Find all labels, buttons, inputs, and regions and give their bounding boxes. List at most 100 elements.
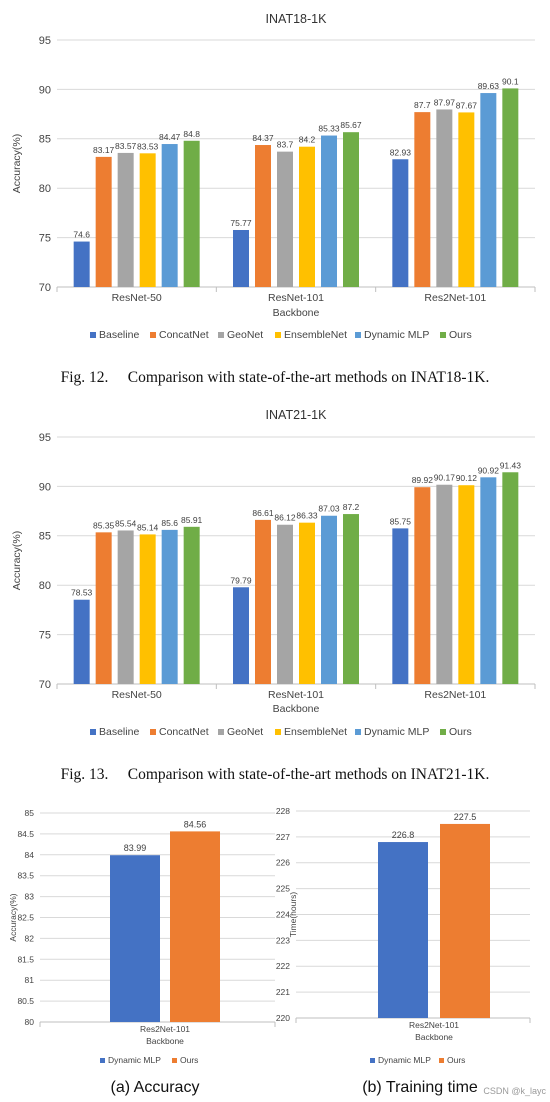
chart4-data-label: 226.8 xyxy=(392,830,415,840)
chart1-bar-dynamic-mlp xyxy=(161,144,178,287)
chart2-bar-dynamic-mlp xyxy=(321,515,337,684)
chart4-legend-label: Ours xyxy=(447,1055,465,1065)
chart2-legend-swatch xyxy=(150,729,156,735)
chart4-y-tick-label: 223 xyxy=(276,935,290,945)
chart2-legend-swatch xyxy=(90,729,96,735)
chart2-bar-concatnet xyxy=(255,519,271,684)
chart1-bar-dynamic-mlp xyxy=(480,93,497,287)
chart1-bar-geonet xyxy=(117,152,134,287)
chart1-legend-label: ConcatNet xyxy=(159,329,209,341)
chart2-legend-label: Baseline xyxy=(99,726,139,738)
chart1-y-tick-label: 85 xyxy=(39,134,51,146)
chart1-data-label: 85.67 xyxy=(340,120,362,130)
chart1-data-label: 84.37 xyxy=(252,133,274,143)
chart2-data-label: 85.35 xyxy=(93,520,115,530)
chart1-data-label: 87.67 xyxy=(456,100,478,110)
chart1-data-label: 74.6 xyxy=(73,230,90,240)
chart2-legend-label: GeoNet xyxy=(227,726,263,738)
chart2-x-axis-label: Backbone xyxy=(273,703,320,715)
chart1-data-label: 83.7 xyxy=(277,140,294,150)
chart3-bar-dynamic-mlp xyxy=(110,855,160,1022)
chart3-y-tick-label: 85 xyxy=(25,808,35,818)
chart1-bar-ours xyxy=(502,88,519,287)
chart4-y-tick-label: 221 xyxy=(276,987,290,997)
chart2-data-label: 90.92 xyxy=(478,465,500,475)
chart1-bar-ours xyxy=(343,132,359,287)
chart1-data-label: 87.97 xyxy=(434,97,456,107)
chart1-bar-baseline xyxy=(233,229,249,287)
chart2-legend-label: Dynamic MLP xyxy=(364,726,429,738)
chart3-y-tick-label: 80 xyxy=(25,1017,35,1027)
chart2-data-label: 85.91 xyxy=(181,515,203,525)
chart1-bar-concatnet xyxy=(255,145,271,287)
chart4-x-axis-label: Backbone xyxy=(415,1032,453,1042)
chart3-y-tick-label: 82 xyxy=(25,933,35,943)
chart4-legend-swatch xyxy=(370,1058,375,1063)
chart3-category-label: Res2Net-101 xyxy=(140,1024,190,1034)
chart2-legend-label: Ours xyxy=(449,726,472,738)
chart2-bar-dynamic-mlp xyxy=(161,529,178,684)
chart2-bar-concatnet xyxy=(95,532,112,684)
chart2-data-label: 91.43 xyxy=(500,460,522,470)
chart3-data-label: 83.99 xyxy=(124,843,147,853)
chart2-legend-swatch xyxy=(275,729,281,735)
chart1-category-label: ResNet-101 xyxy=(268,292,324,304)
chart2-bar-baseline xyxy=(233,587,249,684)
chart2-bar-ensemblenet xyxy=(139,534,156,684)
chart1-bar-ours xyxy=(183,140,200,287)
chart2-legend-label: EnsembleNet xyxy=(284,726,347,738)
chart1-y-tick-label: 70 xyxy=(39,282,51,294)
chart2-title: INAT21-1K xyxy=(266,408,328,422)
chart3-x-axis-label: Backbone xyxy=(146,1036,184,1046)
chart1-data-label: 75.77 xyxy=(230,218,252,228)
chart1-y-tick-label: 90 xyxy=(39,84,51,96)
chart2-bar-geonet xyxy=(277,524,293,684)
chart1-category-label: Res2Net-101 xyxy=(424,292,486,304)
chart3-legend-label: Dynamic MLP xyxy=(108,1055,161,1065)
chart2-data-label: 87.2 xyxy=(343,502,360,512)
chart2-data-label: 85.54 xyxy=(115,518,137,528)
chart4-category-label: Res2Net-101 xyxy=(409,1020,459,1030)
chart2-legend-label: ConcatNet xyxy=(159,726,209,738)
chart2-legend-swatch xyxy=(218,729,224,735)
chart3-y-tick-label: 81 xyxy=(25,975,35,985)
chart2-category-label: ResNet-50 xyxy=(112,689,162,701)
chart2-y-axis-label: Accuracy(%) xyxy=(11,531,23,591)
chart4-y-tick-label: 220 xyxy=(276,1013,290,1023)
chart3-y-tick-label: 82.5 xyxy=(17,912,34,922)
chart1-legend-swatch xyxy=(275,332,281,338)
chart1-data-label: 85.33 xyxy=(318,124,340,134)
chart1-legend-swatch xyxy=(440,332,446,338)
chart2-legend-swatch xyxy=(440,729,446,735)
chart1-bar-geonet xyxy=(436,109,453,288)
chart1-y-tick-label: 95 xyxy=(39,35,51,47)
chart1-bar-dynamic-mlp xyxy=(321,135,337,287)
chart2-category-label: Res2Net-101 xyxy=(424,689,486,701)
chart3-legend-swatch xyxy=(100,1058,105,1063)
chart2-legend-swatch xyxy=(355,729,361,735)
chart4-y-tick-label: 224 xyxy=(276,909,290,919)
chart1-legend-label: Dynamic MLP xyxy=(364,329,429,341)
chart2-bar-concatnet xyxy=(414,487,431,684)
chart1-legend-swatch xyxy=(355,332,361,338)
chart2-bar-ensemblenet xyxy=(458,485,475,684)
chart2-data-label: 86.33 xyxy=(296,511,318,521)
chart1-bar-ensemblenet xyxy=(139,153,156,287)
chart1-title: INAT18-1K xyxy=(266,12,328,26)
chart1-data-label: 90.1 xyxy=(502,76,519,86)
chart1-data-label: 84.8 xyxy=(183,129,200,139)
chart1-x-axis-label: Backbone xyxy=(273,307,320,319)
chart1-bar-ensemblenet xyxy=(458,112,475,287)
chart2-data-label: 90.12 xyxy=(456,473,478,483)
chart2-y-tick-label: 70 xyxy=(39,679,51,691)
chart2-category-label: ResNet-101 xyxy=(268,689,324,701)
chart3-y-tick-label: 83.5 xyxy=(17,871,34,881)
chart4-y-tick-label: 222 xyxy=(276,961,290,971)
chart2-data-label: 78.53 xyxy=(71,588,93,598)
chart1-data-label: 83.53 xyxy=(137,141,159,151)
chart3-y-tick-label: 80.5 xyxy=(17,996,34,1006)
chart2-data-label: 89.92 xyxy=(412,475,434,485)
chart2-bar-ours xyxy=(502,472,519,684)
chart2-y-tick-label: 90 xyxy=(39,481,51,493)
